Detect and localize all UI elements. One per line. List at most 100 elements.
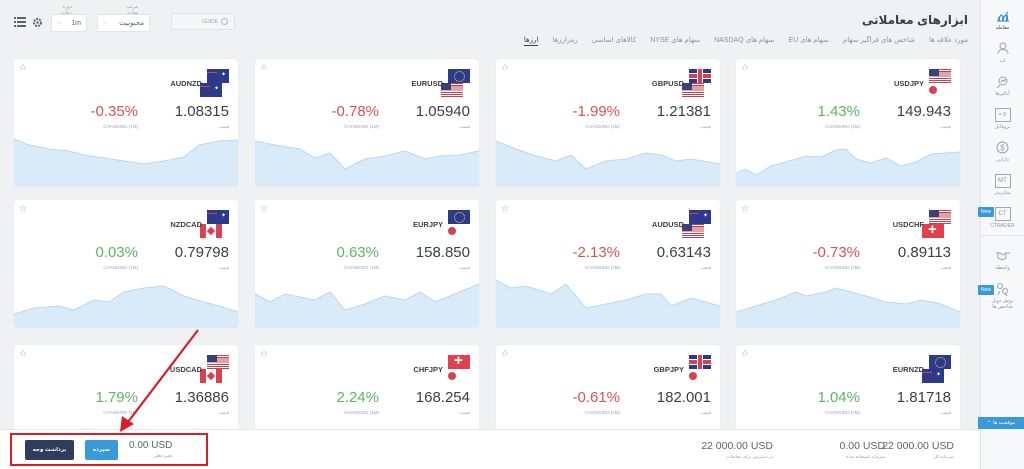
sparkline-chart: [736, 287, 960, 328]
sparkline-chart: [496, 140, 720, 187]
price-label: قیمت: [940, 124, 951, 129]
deposit-button[interactable]: سپرده: [85, 440, 118, 460]
instrument-card-usdchf[interactable]: ☆ USDCHF 0.89113 قیمت -0.73% CHANGING (1…: [736, 200, 960, 328]
sidebar-item-copy-trade[interactable]: روش دوبل شاخص ها New: [977, 273, 1024, 313]
dollar-icon: $: [995, 141, 1011, 155]
sidebar-item-trade[interactable]: معامله: [981, 0, 1024, 33]
star-icon[interactable]: ☆: [501, 203, 510, 213]
price: 168.254: [415, 389, 470, 406]
sidebar-item-ctrader[interactable]: CT CTRADER New: [977, 198, 1024, 231]
handshake-icon: [995, 249, 1011, 263]
star-icon[interactable]: ☆: [741, 203, 750, 213]
price-label: قیمت: [459, 265, 470, 270]
sidebar-item-assets[interactable]: $ دارایی: [981, 132, 1024, 165]
star-icon[interactable]: ☆: [260, 62, 269, 72]
timeframe-select[interactable]: ⌵ 1m: [51, 14, 87, 32]
instrument-card-gbpusd[interactable]: ☆ GBPUSD 1.21381 قیمت -1.99% CHANGING (1…: [496, 59, 720, 187]
tab-eu-stocks[interactable]: سهام های EU: [788, 37, 829, 44]
flag-gb-icon: [689, 355, 711, 369]
change-percent: 1.04%: [817, 389, 860, 406]
price-label: قیمت: [700, 265, 711, 270]
flag-jp-icon: [682, 369, 704, 383]
change-label: CHANGING (1M): [344, 265, 379, 270]
symbol: AUDUSD: [651, 220, 684, 229]
guide-icon: [221, 18, 228, 25]
page-title: ابزارهای معاملاتی: [861, 13, 968, 27]
price: 1.05940: [415, 103, 470, 120]
star-icon[interactable]: ☆: [501, 348, 510, 358]
flag-ch-icon: [448, 355, 470, 369]
symbol: NZDCAD: [170, 220, 202, 229]
timeframe-label: دوره زمانی: [60, 4, 73, 16]
tab-nyse[interactable]: سهام های NYSE: [650, 37, 701, 44]
gear-icon[interactable]: [32, 17, 43, 31]
price: 1.36886: [174, 389, 229, 406]
instrument-card-eurjpy[interactable]: ☆ EURJPY 158.850 قیمت 0.63% CHANGING (1M…: [255, 200, 479, 328]
sidebar-item-app[interactable]: اپ: [981, 33, 1024, 66]
star-icon[interactable]: ☆: [501, 62, 510, 72]
guide-button[interactable]: GUIDE: [171, 13, 235, 30]
star-icon[interactable]: ☆: [741, 62, 750, 72]
used-capital: 0.00 USD سرمایه استفاده شده: [839, 440, 885, 459]
instrument-card-eurusd[interactable]: ☆ EURUSD 1.05940 قیمت -0.78% CHANGING (1…: [255, 59, 479, 187]
symbol: EURNZD: [892, 365, 924, 374]
symbol: USDJPY: [893, 79, 924, 88]
instrument-card-audnzd[interactable]: ☆ AUDNZD 1.08315 قیمت -0.35% CHANGING (1…: [14, 59, 238, 187]
symbol: EURJPY: [412, 220, 443, 229]
price: 1.08315: [174, 103, 229, 120]
ct-icon: CT: [994, 206, 1011, 221]
sidebar-item-analysis[interactable]: آنالیزها: [981, 66, 1024, 99]
account-footer: 22 000.00 USD سرمایه کل 0.00 USD سرمایه …: [0, 429, 980, 469]
change-label: CHANGING (1M): [344, 124, 379, 129]
change-percent: 1.79%: [95, 389, 138, 406]
flag-ch-icon: [922, 224, 944, 238]
sparkline-chart: [496, 279, 720, 328]
svg-text:$: $: [1000, 144, 1005, 153]
instrument-card-audusd[interactable]: ☆ AUDUSD 0.63143 قیمت -2.13% CHANGING (1…: [496, 200, 720, 328]
change-percent: -0.78%: [331, 103, 379, 120]
change-label: CHANGING (1M): [825, 124, 860, 129]
star-icon[interactable]: ☆: [19, 203, 28, 213]
withdraw-button[interactable]: برداشت وجه: [25, 440, 74, 460]
flag-eu-icon: [448, 69, 470, 83]
flag-jp-icon: [922, 83, 944, 97]
sort-label: مرتب سازی: [126, 4, 139, 16]
flag-gb-icon: [689, 69, 711, 83]
price: 158.850: [415, 244, 470, 261]
flag-nz-icon: [922, 369, 944, 383]
tab-favorites[interactable]: مورد علاقه ها: [928, 37, 968, 44]
instrument-card-nzdcad[interactable]: ☆ NZDCAD 0.79798 قیمت 0.03% CHANGING (1M…: [14, 200, 238, 328]
sparkline-chart: [255, 283, 479, 328]
price-label: قیمت: [218, 265, 229, 270]
change-percent: 1.43%: [817, 103, 860, 120]
tab-nasdaq[interactable]: سهام های NASDAQ: [714, 37, 775, 44]
change-label: CHANGING (1M): [825, 265, 860, 270]
star-icon[interactable]: ☆: [19, 62, 28, 72]
positions-tab[interactable]: موقعیت ها ⌃: [978, 417, 1024, 429]
sparkline-chart: [736, 148, 960, 187]
star-icon[interactable]: ☆: [260, 203, 269, 213]
star-icon[interactable]: ☆: [19, 348, 28, 358]
flag-nz-icon: [207, 210, 229, 224]
tab-commodities[interactable]: کالاهای اساسی: [591, 37, 637, 44]
sidebar-item-metatrader[interactable]: MT متاتریدر: [981, 165, 1024, 198]
list-icon[interactable]: [14, 17, 26, 30]
mt-icon: MT: [994, 173, 1011, 188]
star-icon[interactable]: ☆: [741, 348, 750, 358]
copy-trade-icon: [995, 282, 1011, 296]
sort-select[interactable]: ⌵ محبوبیت: [97, 14, 150, 32]
price-label: قیمت: [940, 410, 951, 415]
sidebar-item-profile[interactable]: ▪ ≡ پروفایل: [981, 99, 1024, 132]
sidebar-item-broker[interactable]: واسطه: [981, 240, 1024, 273]
tab-crypto[interactable]: رمزارزها: [552, 37, 578, 44]
price-label: قیمت: [459, 124, 470, 129]
chevron-up-icon: ⌃: [986, 420, 992, 426]
change-percent: 0.63%: [336, 244, 379, 261]
price: 1.21381: [656, 103, 711, 120]
tab-currencies[interactable]: ارزها: [523, 37, 539, 46]
sparkline-chart: [255, 140, 479, 187]
tab-indices[interactable]: شاخص های فراگیر سهام: [842, 37, 915, 44]
star-icon[interactable]: ☆: [260, 348, 269, 358]
instrument-card-usdjpy[interactable]: ☆ USDJPY 149.943 قیمت 1.43% CHANGING (1M…: [736, 59, 960, 187]
symbol: CHFJPY: [413, 365, 443, 374]
